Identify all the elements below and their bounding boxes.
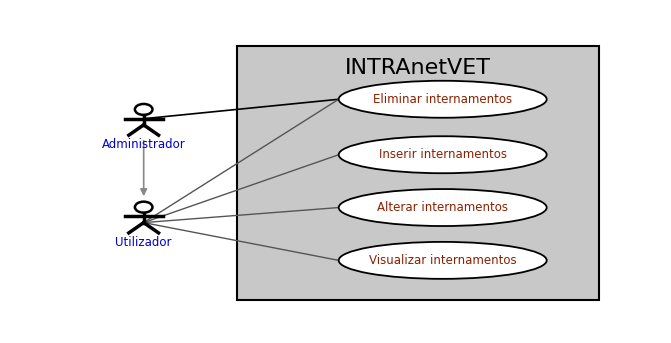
Text: Eliminar internamentos: Eliminar internamentos [373, 93, 512, 106]
Text: INTRAnetVET: INTRAnetVET [345, 58, 491, 78]
Ellipse shape [339, 136, 547, 173]
Text: Utilizador: Utilizador [115, 236, 172, 249]
Text: Inserir internamentos: Inserir internamentos [378, 148, 507, 161]
Ellipse shape [339, 189, 547, 226]
Ellipse shape [339, 81, 547, 118]
Text: Alterar internamentos: Alterar internamentos [377, 201, 508, 214]
Bar [238, 46, 599, 300]
Text: Visualizar internamentos: Visualizar internamentos [369, 254, 517, 267]
Text: Administrador: Administrador [102, 138, 186, 151]
Ellipse shape [339, 242, 547, 279]
